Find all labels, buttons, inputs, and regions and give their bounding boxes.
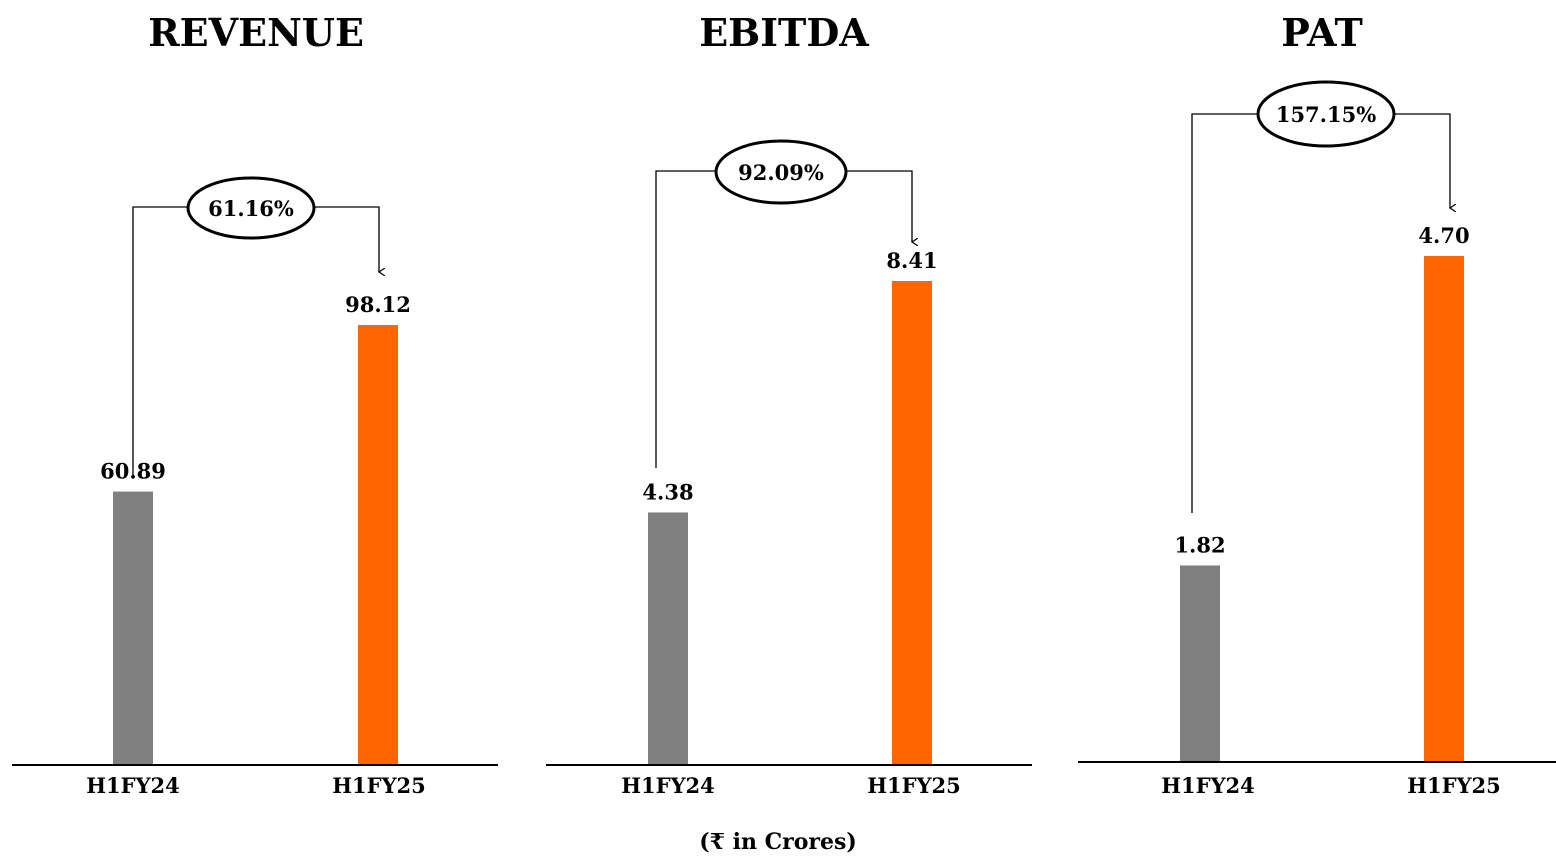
bar-h1fy24 — [113, 491, 153, 764]
unit-note: (₹ in Crores) — [699, 829, 857, 855]
x-tick-label: H1FY25 — [1407, 773, 1501, 798]
x-tick-label: H1FY25 — [867, 773, 961, 798]
growth-connector-arrow — [1394, 113, 1450, 208]
x-tick-label: H1FY24 — [621, 773, 715, 798]
chart-title: EBITDA — [699, 10, 869, 55]
chart-title: REVENUE — [148, 10, 364, 55]
pat-chart: PAT H1FY24 H1FY25 1.82 4.70 157.15% — [1078, 10, 1556, 798]
growth-label: 157.15% — [1276, 102, 1376, 127]
ebitda-chart: EBITDA H1FY24 H1FY25 4.38 8.41 92.09% — [546, 10, 1032, 798]
growth-label: 61.16% — [208, 196, 294, 221]
x-tick-label: H1FY24 — [86, 773, 180, 798]
data-label: 8.41 — [886, 248, 937, 273]
bar-h1fy24 — [648, 512, 688, 764]
chart-title: PAT — [1281, 10, 1363, 55]
growth-connector-arrow — [314, 206, 379, 272]
growth-badge — [186, 176, 316, 240]
growth-connector-left — [1191, 113, 1258, 513]
growth-connector-left — [132, 206, 188, 476]
bar-h1fy25 — [358, 325, 398, 764]
growth-connector-left — [655, 170, 716, 468]
x-tick-label: H1FY24 — [1161, 773, 1255, 798]
bar-h1fy24 — [1180, 565, 1220, 761]
bar-h1fy25 — [1424, 256, 1464, 761]
bar-h1fy25 — [892, 281, 932, 764]
growth-connector-arrow — [846, 170, 912, 242]
data-label: 4.38 — [642, 479, 693, 504]
data-label: 4.70 — [1418, 223, 1469, 248]
revenue-chart: REVENUE H1FY24 H1FY25 60.89 98.12 61.16% — [12, 10, 498, 798]
growth-badge — [1256, 80, 1396, 148]
growth-badge — [714, 139, 848, 205]
x-tick-label: H1FY25 — [332, 773, 426, 798]
data-label: 1.82 — [1174, 532, 1225, 557]
growth-label: 92.09% — [738, 160, 824, 185]
data-label: 98.12 — [345, 292, 411, 317]
